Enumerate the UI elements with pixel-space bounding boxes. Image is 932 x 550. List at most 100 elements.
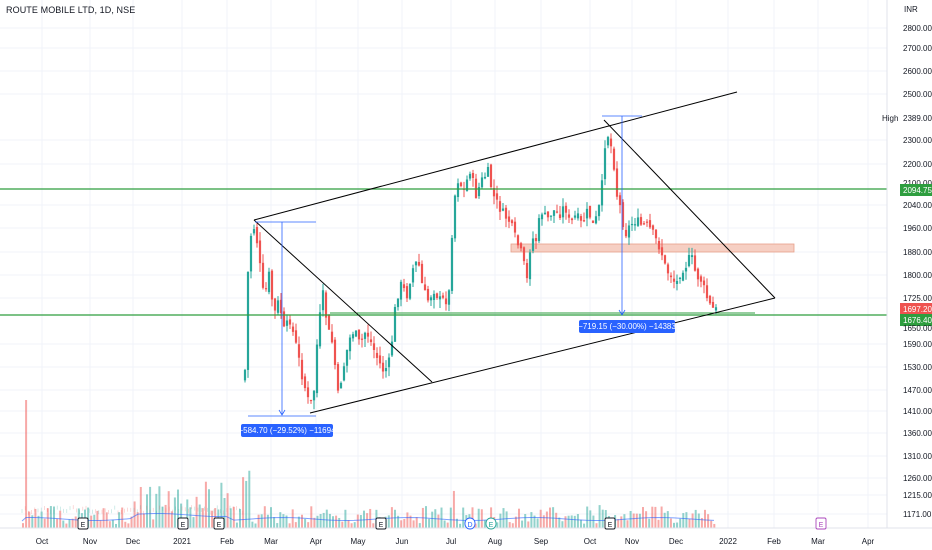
candle-body — [597, 205, 601, 217]
axis-2100-label: 2100.00 — [903, 179, 932, 188]
candle-body — [516, 235, 520, 246]
candle-body — [651, 225, 655, 230]
volume-bar — [638, 513, 641, 528]
volume-bar — [22, 523, 24, 528]
volume-bar — [350, 523, 353, 528]
volume-bar — [697, 513, 700, 528]
candle-body — [267, 271, 271, 293]
volume-bar — [583, 523, 586, 528]
candle-body — [453, 195, 457, 239]
candle-body — [546, 211, 550, 218]
y-tick-label: 1215.00 — [903, 491, 932, 500]
candle-body — [273, 298, 277, 311]
candle — [489, 163, 493, 190]
volume-bar — [682, 513, 685, 528]
candle — [453, 194, 457, 242]
candle — [315, 339, 319, 398]
volume-bar — [170, 511, 173, 528]
candle — [600, 173, 604, 212]
candle-body — [369, 339, 373, 343]
x-tick-label: Nov — [83, 537, 97, 546]
candle-body — [351, 334, 355, 339]
candle-body — [711, 301, 715, 308]
volume-bar — [211, 510, 214, 528]
candle-body — [705, 285, 709, 299]
volume-bar — [366, 513, 369, 528]
volume-bar — [260, 514, 263, 528]
candle-body — [486, 167, 490, 177]
candle-body — [306, 387, 310, 398]
candle-body — [621, 202, 625, 227]
candle-body — [645, 221, 649, 223]
candle — [708, 294, 712, 305]
candle-body — [636, 217, 640, 226]
candle-body — [564, 205, 568, 213]
volume-bar — [629, 510, 632, 528]
event-marker-box — [815, 517, 827, 530]
candle — [681, 270, 685, 282]
candle-body — [492, 188, 496, 197]
candle-body — [246, 271, 250, 370]
y-tick-label: 2200.00 — [903, 160, 932, 169]
volume-bar — [152, 519, 155, 528]
volume-bar — [524, 514, 527, 528]
volume-bar — [173, 497, 176, 528]
candle-body — [363, 332, 367, 339]
x-tick-label: Aug — [488, 537, 502, 546]
candle-body — [480, 177, 484, 188]
volume-bar — [394, 509, 396, 528]
volume-bar — [499, 513, 502, 528]
volume-bar — [412, 520, 415, 528]
candle — [534, 233, 538, 249]
candle-body — [558, 214, 562, 218]
candle-body — [525, 263, 529, 279]
candle — [597, 204, 601, 221]
drawing-layer[interactable]: −584.70 (−29.52%) −11694 −719.15 (−30.00%… — [0, 91, 887, 437]
volume-bar — [328, 513, 331, 528]
candle-body — [261, 262, 265, 288]
candle — [288, 315, 292, 330]
volume-bar — [108, 521, 111, 528]
candle — [540, 212, 544, 226]
candle — [348, 334, 352, 360]
candle — [528, 249, 532, 286]
volume-bar — [115, 523, 117, 528]
candle-body — [699, 276, 703, 282]
volume-bar — [397, 515, 400, 528]
x-tick-label: May — [350, 537, 365, 546]
volume-bar — [71, 518, 74, 528]
volume-bar — [37, 515, 40, 528]
candle — [705, 278, 709, 302]
candle — [555, 204, 559, 214]
volume-bar — [514, 516, 517, 528]
currency-label: INR — [904, 5, 918, 14]
volume-bar — [474, 523, 477, 528]
volume-bar — [31, 515, 34, 528]
candle — [672, 270, 676, 289]
candle-body — [249, 235, 253, 272]
event-marker-text: E — [217, 522, 222, 529]
candle — [276, 296, 280, 315]
volume-bar — [713, 523, 716, 528]
volume-bar — [666, 511, 669, 528]
event-marker-text: E — [379, 522, 384, 529]
volume-bar — [409, 515, 412, 528]
candle — [261, 254, 265, 290]
high-tag-bg — [900, 112, 932, 124]
candle — [543, 205, 547, 215]
candle — [267, 267, 271, 295]
candle-body — [690, 255, 694, 258]
candle-body — [648, 220, 652, 228]
volume-bar — [111, 519, 114, 528]
candle — [699, 274, 703, 288]
candle-body — [309, 399, 313, 402]
trendline-2 — [603, 119, 776, 299]
volume-bar — [164, 504, 167, 528]
volume-bar — [685, 512, 688, 528]
candle — [309, 399, 313, 404]
candle — [666, 262, 670, 281]
event-marker: E — [177, 517, 189, 530]
candle — [405, 283, 409, 303]
